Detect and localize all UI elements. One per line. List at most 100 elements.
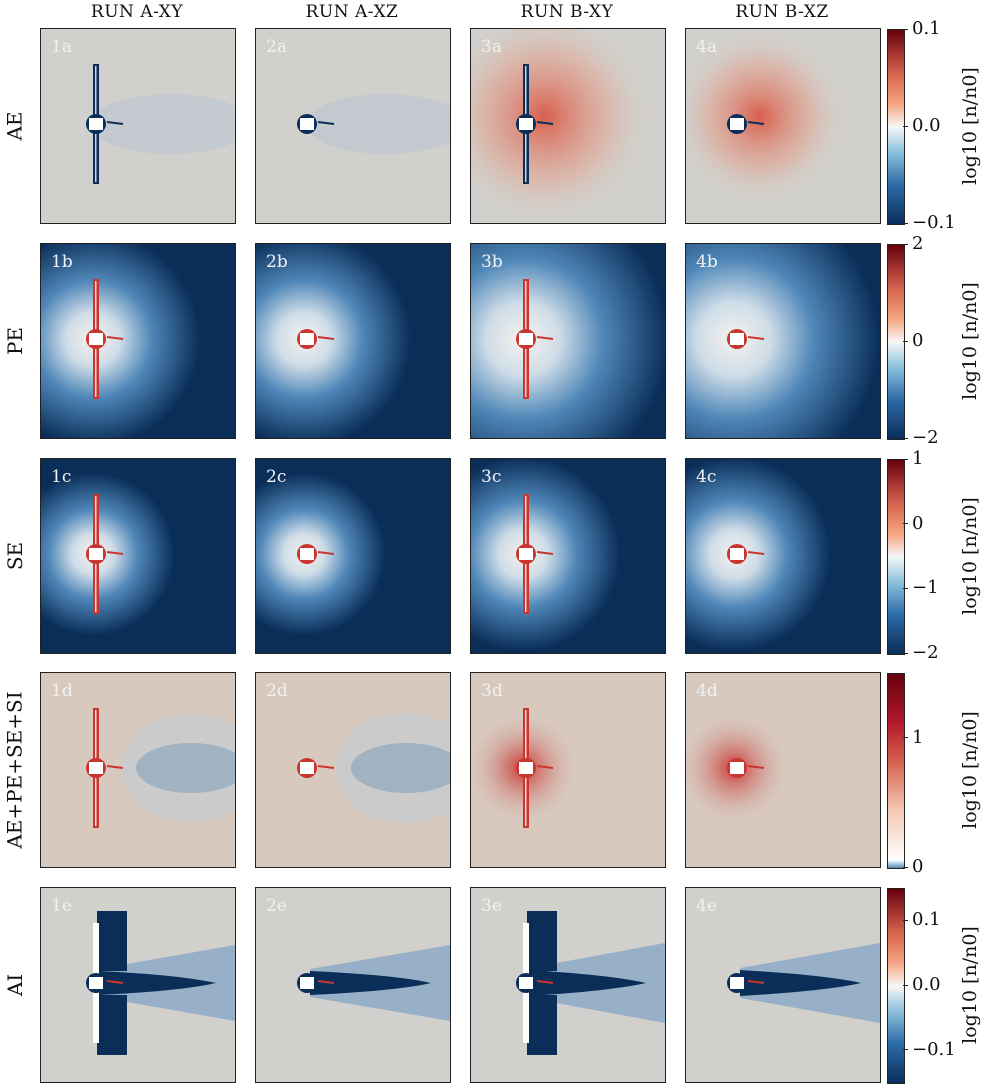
- colorbar-tick-label: 2: [912, 233, 924, 254]
- heatmap-panel: 1c: [40, 458, 236, 654]
- colorbar-label: log10 [n/n0]: [950, 673, 990, 867]
- colorbar-tick: 0.0: [903, 974, 941, 995]
- colorbar-label: log10 [n/n0]: [950, 888, 990, 1082]
- density-map: [686, 459, 880, 653]
- colorbar-tick-label: −1: [912, 577, 939, 599]
- colorbar-tick: −0.1: [903, 212, 956, 233]
- column-title: RUN B-XY: [520, 2, 614, 22]
- heatmap-panel: 2e: [255, 887, 451, 1083]
- heatmap-panel: 1b: [40, 243, 236, 439]
- colorbar-label-text: log10 [n/n0]: [959, 926, 981, 1044]
- density-map: [41, 673, 235, 867]
- panel-label: 3a: [481, 37, 502, 57]
- colorbar-tick: 0.1: [903, 18, 941, 39]
- colorbar-tick-label: 1: [912, 448, 924, 469]
- colorbar-tick: −2: [903, 642, 939, 663]
- heatmap-panel: 2d: [255, 672, 451, 868]
- heatmap-panel: 1d: [40, 672, 236, 868]
- heatmap-panel: 3c: [470, 458, 666, 654]
- panel-label: 2c: [266, 467, 287, 487]
- colorbar-tick-label: 0: [912, 856, 924, 877]
- density-map: [686, 888, 880, 1082]
- colorbar-tick-label: −0.1: [912, 212, 956, 233]
- colorbar-tick: 1: [902, 448, 924, 469]
- heatmap-panel: 4c: [685, 458, 881, 654]
- panel-label: 1a: [51, 37, 72, 57]
- panel-label: 3b: [481, 252, 503, 272]
- panel-label: 4d: [696, 681, 718, 701]
- density-map: [256, 673, 450, 867]
- colorbar-label: log10 [n/n0]: [950, 244, 990, 438]
- density-map: [256, 244, 450, 438]
- density-map: [471, 888, 665, 1082]
- panel-label: 1e: [51, 896, 72, 916]
- column-title: RUN A-XZ: [305, 2, 399, 22]
- panel-label: 2e: [266, 896, 287, 916]
- colorbar-tick-label: −2: [912, 427, 939, 448]
- colorbar: [887, 673, 905, 869]
- density-map: [41, 244, 235, 438]
- colorbar-tick-label: 0.0: [912, 974, 941, 995]
- heatmap-panel: 3b: [470, 243, 666, 439]
- density-map: [256, 888, 450, 1082]
- heatmap-panel: 1e: [40, 887, 236, 1083]
- colorbar-label-text: log10 [n/n0]: [959, 282, 981, 400]
- density-map: [471, 673, 665, 867]
- panel-label: 1d: [51, 681, 73, 701]
- colorbar-tick: 0.1: [903, 909, 941, 930]
- panel-label: 3c: [481, 467, 502, 487]
- panel-label: 2d: [266, 681, 288, 701]
- row-label-text: AE: [2, 111, 27, 141]
- heatmap-panel: 4d: [685, 672, 881, 868]
- panel-label: 2a: [266, 37, 287, 57]
- colorbar-tick-label: 0: [912, 330, 924, 351]
- colorbar-tick: 0.0: [903, 115, 941, 136]
- panel-label: 4a: [696, 37, 717, 57]
- heatmap-panel: 2c: [255, 458, 451, 654]
- row-label: AI: [0, 887, 30, 1083]
- colorbar-label: log10 [n/n0]: [950, 459, 990, 653]
- heatmap-panel: 3a: [470, 28, 666, 224]
- colorbar-label-text: log10 [n/n0]: [959, 67, 981, 185]
- heatmap-panel: 2b: [255, 243, 451, 439]
- colorbar: [887, 29, 905, 225]
- panel-label: 4b: [696, 252, 718, 272]
- colorbar-tick-label: −0.1: [912, 1038, 956, 1060]
- density-map: [471, 459, 665, 653]
- row-label-text: SE: [3, 541, 27, 571]
- colorbar-tick-label: 0.0: [912, 115, 941, 136]
- density-map: [686, 29, 880, 223]
- column-title: RUN B-XZ: [735, 2, 829, 22]
- colorbar: [887, 888, 905, 1084]
- heatmap-panel: 3e: [470, 887, 666, 1083]
- column-title: RUN A-XY: [90, 2, 184, 22]
- colorbar-tick: −1: [903, 577, 939, 599]
- colorbar-label: log10 [n/n0]: [950, 29, 990, 223]
- heatmap-panel: 4a: [685, 28, 881, 224]
- row-label: AE+PE+SE+SI: [0, 672, 30, 868]
- density-map: [41, 29, 235, 223]
- density-map: [256, 459, 450, 653]
- row-label: SE: [0, 458, 30, 654]
- panel-label: 4c: [696, 467, 717, 487]
- row-label-text: PE: [3, 326, 27, 356]
- colorbar-tick-label: −2: [912, 642, 939, 663]
- colorbar-tick-label: 1: [912, 726, 924, 748]
- colorbar-tick: 0: [902, 512, 924, 534]
- heatmap-panel: 4e: [685, 887, 881, 1083]
- colorbar-tick: 0: [902, 856, 924, 877]
- colorbar-tick: 1: [902, 726, 924, 748]
- colorbar-label-text: log10 [n/n0]: [959, 497, 981, 615]
- density-map: [41, 888, 235, 1082]
- colorbar-tick-label: 0: [912, 512, 924, 534]
- row-label: AE: [0, 28, 30, 224]
- colorbar-tick: 2: [902, 233, 924, 254]
- heatmap-panel: 1a: [40, 28, 236, 224]
- density-map: [686, 244, 880, 438]
- density-map: [256, 29, 450, 223]
- panel-label: 3d: [481, 681, 503, 701]
- density-map: [686, 673, 880, 867]
- heatmap-panel: 3d: [470, 672, 666, 868]
- panel-label: 2b: [266, 252, 288, 272]
- colorbar: [887, 244, 905, 440]
